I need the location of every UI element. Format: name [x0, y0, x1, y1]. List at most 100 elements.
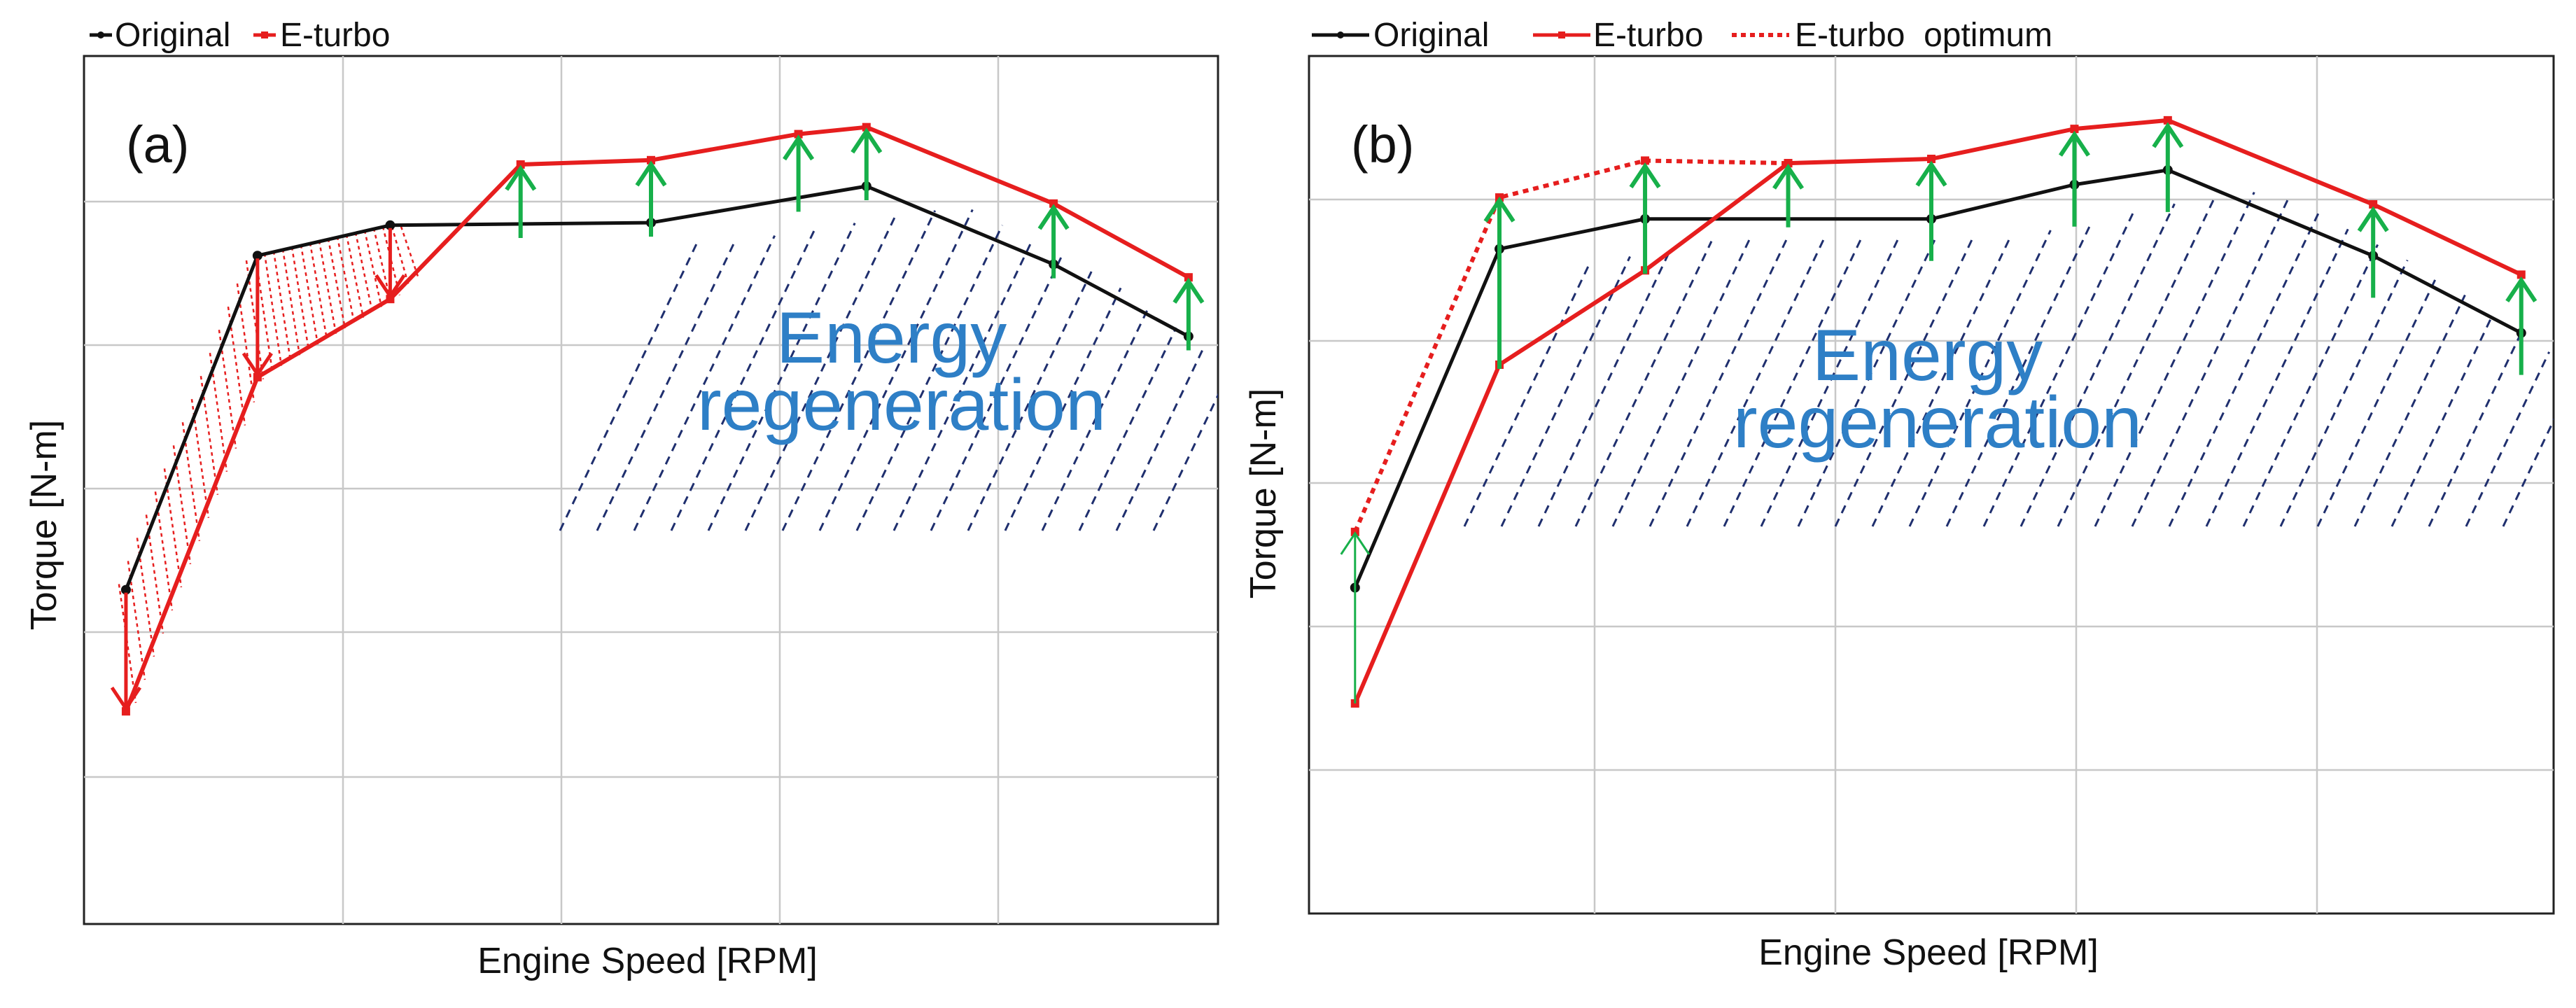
legend-eturbo-marker-b: [1558, 31, 1565, 38]
hatch-line-a-15: [1115, 346, 1205, 531]
hatch-line-b-11: [1871, 238, 2011, 527]
legend-eturbo-label-a: E-turbo: [280, 17, 390, 54]
energy-label-a: Energy regeneration: [697, 298, 1106, 446]
hatch-line-b-4: [1611, 238, 1751, 527]
arrow-up-a-3-head: [850, 127, 883, 154]
loss-hatch-line-a-11: [218, 329, 237, 449]
arrow-up-b-7-head: [2357, 206, 2389, 232]
legend-eturbo-marker-a: [261, 31, 268, 38]
hatch-line-b-10: [1834, 238, 1974, 527]
hatch-line-a-11: [967, 271, 1093, 531]
loss-hatch-line-a-4: [154, 491, 174, 611]
chart-panel-b: Original E-turbo E-turbo optimum (b) Ene…: [1243, 17, 2555, 973]
hatch-line-b-18: [2131, 197, 2290, 527]
point-b-eturbo-4: [1927, 155, 1935, 163]
loss-hatch-line-a-9: [200, 376, 219, 495]
arrows-b: [1340, 122, 2538, 704]
loss-hatch-line-a-21: [309, 242, 328, 340]
hatch-line-b-5: [1648, 238, 1788, 527]
loss-hatch-line-a-1: [127, 561, 146, 680]
loss-hatch-a: [118, 226, 419, 704]
hatch-line-a-14: [1078, 327, 1177, 531]
loss-hatch-line-a-17: [272, 251, 292, 361]
loss-hatch-line-a-19: [290, 246, 310, 350]
legend-b: Original E-turbo E-turbo optimum: [1312, 17, 2052, 54]
loss-hatch-line-a-0: [118, 584, 137, 704]
arrow-up-a-1-head: [635, 160, 667, 187]
hatch-line-a-10: [930, 255, 1063, 531]
x-axis-label-a: Engine Speed [RPM]: [477, 941, 818, 981]
loss-hatch-line-a-28: [372, 227, 392, 302]
loss-hatch-line-a-14: [245, 260, 265, 379]
hatch-line-a-2: [633, 234, 776, 531]
hatch-line-b-1: [1500, 255, 1631, 527]
hatch-line-a-9: [892, 240, 1033, 531]
hatch-line-b-25: [2390, 314, 2494, 527]
point-a-original-1: [252, 251, 262, 261]
arrow-up-a-5-head: [1172, 277, 1205, 304]
hatch-line-a-7: [818, 209, 974, 531]
loss-hatch-line-a-15: [254, 255, 274, 372]
hatch-line-b-8: [1760, 238, 1900, 527]
series-line-b-optimum: [1353, 158, 1788, 533]
point-a-eturbo-8: [1184, 273, 1193, 282]
legend-original-marker-a: [97, 31, 104, 38]
hatch-line-b-9: [1797, 238, 1937, 527]
panel-label-a: (a): [126, 115, 189, 174]
loss-hatch-line-a-25: [345, 234, 365, 318]
arrow-up-a-4-head: [1037, 204, 1070, 230]
hatch-line-a-16: [1152, 393, 1218, 531]
gridlines-a: [84, 56, 1218, 924]
hatch-line-b-12: [1908, 230, 2052, 527]
gridlines-b: [1309, 56, 2554, 913]
hatch-line-a-6: [781, 210, 937, 531]
hatch-line-a-8: [855, 224, 1004, 531]
legend-original-label-b: Original: [1373, 17, 1489, 54]
energy-label-a-line2: regeneration: [697, 365, 1106, 446]
hatch-line-b-15: [2019, 203, 2176, 527]
point-a-eturbo-3: [516, 160, 525, 169]
legend-optimum-label-b: E-turbo optimum: [1795, 17, 2052, 54]
hatch-line-b-22: [2279, 259, 2409, 527]
point-a-original-2: [385, 220, 396, 230]
hatch-line-a-4: [707, 223, 856, 531]
loss-hatch-line-a-31: [400, 226, 419, 277]
arrow-up-a-2-head: [783, 134, 815, 161]
point-b-eturbo-7: [2369, 200, 2378, 209]
point-a-original-0: [120, 584, 131, 595]
hatch-line-b-17: [2094, 192, 2255, 527]
loss-hatch-line-a-30: [391, 226, 410, 286]
arrow-up-b-1-head: [1483, 196, 1516, 223]
arrows-a: [110, 127, 1205, 712]
y-axis-label-a: Torque [N-m]: [24, 420, 64, 631]
energy-hatch-a: [559, 209, 1218, 531]
hatch-line-b-28: [2502, 418, 2554, 527]
hatch-line-b-6: [1686, 238, 1826, 527]
chart-panel-a: Original E-turbo (a) Energy regeneration…: [24, 17, 1219, 981]
energy-hatch-b: [1463, 192, 2554, 527]
arrow-down-a-1-head: [241, 352, 273, 378]
arrow-up-b-6-head: [2152, 122, 2184, 148]
legend-a: Original E-turbo: [90, 17, 390, 54]
hatch-line-b-16: [2057, 197, 2216, 527]
panel-label-b: (b): [1351, 115, 1414, 174]
energy-label-a-line1: Energy: [776, 298, 1007, 379]
point-b-optimum-2: [1641, 156, 1650, 165]
arrow-up-b-2-head: [1629, 162, 1661, 189]
point-b-optimum-3: [1784, 159, 1793, 168]
hatch-line-b-7: [1723, 238, 1863, 527]
loss-hatch-line-a-20: [300, 244, 319, 345]
arrow-up-b-3-head: [1772, 163, 1805, 190]
hatch-line-a-0: [559, 241, 699, 531]
arrow-up-b-8-head: [2505, 276, 2538, 303]
hatch-line-b-27: [2465, 351, 2551, 527]
x-axis-label-b: Engine Speed [RPM]: [1758, 932, 2099, 973]
point-a-eturbo-7: [1049, 199, 1058, 208]
loss-hatch-line-a-27: [363, 230, 383, 307]
hatch-line-b-24: [2353, 294, 2466, 527]
legend-original-label-a: Original: [115, 17, 230, 54]
energy-label-b: Energy regeneration: [1733, 315, 2142, 463]
hatch-line-a-12: [1004, 287, 1122, 531]
arrow-down-a-2-head: [374, 274, 406, 300]
loss-hatch-line-a-10: [209, 353, 228, 472]
